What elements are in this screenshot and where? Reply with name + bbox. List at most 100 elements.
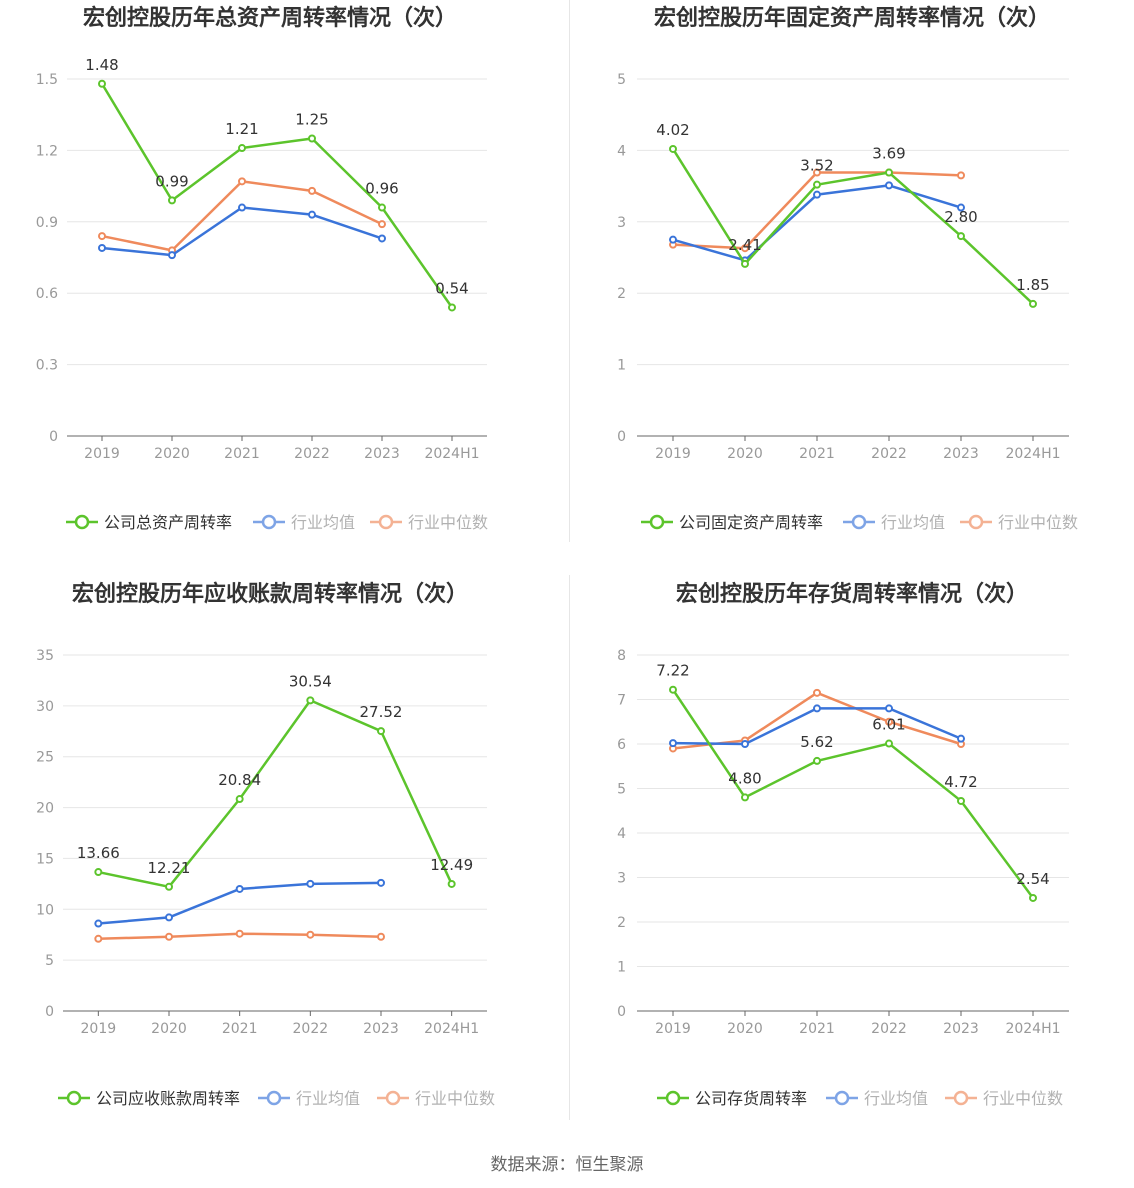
y-tick-label: 0 xyxy=(49,429,58,445)
data-label: 5.62 xyxy=(800,733,833,751)
x-tick-label: 2023 xyxy=(364,446,400,462)
legend-label: 公司总资产周转率 xyxy=(104,513,232,532)
chart-title: 宏创控股历年固定资产周转率情况（次） xyxy=(654,5,1050,31)
data-label: 12.21 xyxy=(148,859,191,877)
data-point-company xyxy=(378,203,386,212)
legend-marker-icon xyxy=(266,1090,282,1106)
data-point-median xyxy=(741,244,749,253)
data-point-company xyxy=(885,168,893,177)
x-tick-label: 2019 xyxy=(655,1021,691,1037)
legend-marker-icon xyxy=(953,1090,969,1106)
data-point-company xyxy=(741,259,749,268)
y-tick-label: 2 xyxy=(617,286,626,302)
legend-label: 公司存货周转率 xyxy=(695,1089,807,1108)
x-tick-label: 2023 xyxy=(363,1021,399,1037)
y-tick-label: 1 xyxy=(617,960,626,976)
data-point-company xyxy=(669,144,677,153)
chart-title: 宏创控股历年总资产周转率情况（次） xyxy=(83,5,457,31)
data-point-median xyxy=(885,717,893,726)
y-tick-label: 30 xyxy=(36,699,54,715)
x-tick-label: 2022 xyxy=(294,446,330,462)
data-point-avg xyxy=(813,190,821,199)
data-point-median xyxy=(308,186,316,195)
data-label: 27.52 xyxy=(360,703,403,721)
data-point-avg xyxy=(957,734,965,743)
legend-item-company[interactable]: 公司总资产周转率 xyxy=(66,513,232,532)
legend-item-median[interactable]: 行业中位数 xyxy=(377,1089,495,1108)
legend-item-avg[interactable]: 行业均值 xyxy=(253,513,355,532)
data-label: 3.52 xyxy=(800,157,833,175)
data-label: 1.25 xyxy=(295,111,328,129)
x-tick-label: 2023 xyxy=(943,1021,979,1037)
y-tick-label: 8 xyxy=(617,648,626,664)
data-label: 1.85 xyxy=(1016,276,1049,294)
legend-label: 行业中位数 xyxy=(983,1089,1063,1108)
legend-item-avg[interactable]: 行业均值 xyxy=(826,1089,928,1108)
data-point-avg xyxy=(308,210,316,219)
data-point-median xyxy=(94,934,103,943)
data-point-median xyxy=(98,232,106,241)
x-tick-label: 2021 xyxy=(222,1021,258,1037)
data-point-median xyxy=(813,688,821,697)
legend-item-avg[interactable]: 行业均值 xyxy=(843,513,945,532)
legend-item-median[interactable]: 行业中位数 xyxy=(960,513,1078,532)
data-label: 2.54 xyxy=(1016,870,1049,888)
data-label: 4.80 xyxy=(728,769,761,787)
data-point-avg xyxy=(669,739,677,748)
x-tick-label: 2020 xyxy=(154,446,190,462)
data-point-company xyxy=(165,882,173,891)
x-tick-label: 2024H1 xyxy=(1005,1021,1060,1037)
data-point-median xyxy=(813,168,821,177)
legend-marker-icon xyxy=(378,514,394,530)
data-label: 7.22 xyxy=(656,662,689,680)
y-tick-label: 6 xyxy=(617,737,626,753)
data-point-avg xyxy=(94,919,103,928)
data-label: 6.01 xyxy=(872,716,905,734)
y-tick-label: 25 xyxy=(36,750,54,766)
x-tick-label: 2023 xyxy=(943,446,979,462)
data-label: 1.48 xyxy=(85,56,118,74)
y-tick-label: 0 xyxy=(617,429,626,445)
data-point-avg xyxy=(669,235,677,244)
legend-item-median[interactable]: 行业中位数 xyxy=(945,1089,1063,1108)
legend-item-company[interactable]: 公司应收账款周转率 xyxy=(58,1089,240,1108)
legend-item-avg[interactable]: 行业均值 xyxy=(258,1089,360,1108)
data-point-company xyxy=(238,144,246,153)
data-label: 3.69 xyxy=(872,145,905,163)
data-point-avg xyxy=(235,884,244,893)
y-tick-label: 5 xyxy=(617,72,626,88)
legend-item-company[interactable]: 公司存货周转率 xyxy=(657,1089,807,1108)
data-point-avg xyxy=(741,740,749,748)
data-point-company xyxy=(813,180,821,189)
data-point-avg xyxy=(168,251,176,260)
legend-label: 行业中位数 xyxy=(998,513,1078,532)
x-tick-label: 2022 xyxy=(871,1021,907,1037)
data-point-median xyxy=(378,220,386,229)
data-point-median xyxy=(306,930,315,939)
legend-label: 行业均值 xyxy=(881,513,945,532)
x-tick-label: 2021 xyxy=(799,1021,835,1037)
data-label: 2.41 xyxy=(728,236,761,254)
y-tick-label: 4 xyxy=(617,826,626,842)
x-tick-label: 2022 xyxy=(871,446,907,462)
y-tick-label: 5 xyxy=(45,953,54,969)
data-label: 0.96 xyxy=(365,180,398,198)
data-point-median xyxy=(377,932,385,941)
y-tick-label: 7 xyxy=(617,693,626,709)
data-point-company xyxy=(308,134,316,143)
y-tick-label: 0.6 xyxy=(36,286,58,302)
legend-marker-icon xyxy=(261,514,277,530)
y-tick-label: 0.3 xyxy=(36,358,58,374)
legend-item-company[interactable]: 公司固定资产周转率 xyxy=(641,513,823,532)
legend-label: 公司应收账款周转率 xyxy=(96,1089,240,1108)
data-point-company xyxy=(94,868,103,877)
legend-marker-icon xyxy=(851,514,867,530)
data-label: 20.84 xyxy=(218,771,261,789)
legend-marker-icon xyxy=(665,1090,681,1106)
legend-item-median[interactable]: 行业中位数 xyxy=(370,513,488,532)
data-point-avg xyxy=(98,243,106,252)
chart-title: 宏创控股历年应收账款周转率情况（次） xyxy=(72,581,468,607)
data-point-median xyxy=(957,171,965,180)
